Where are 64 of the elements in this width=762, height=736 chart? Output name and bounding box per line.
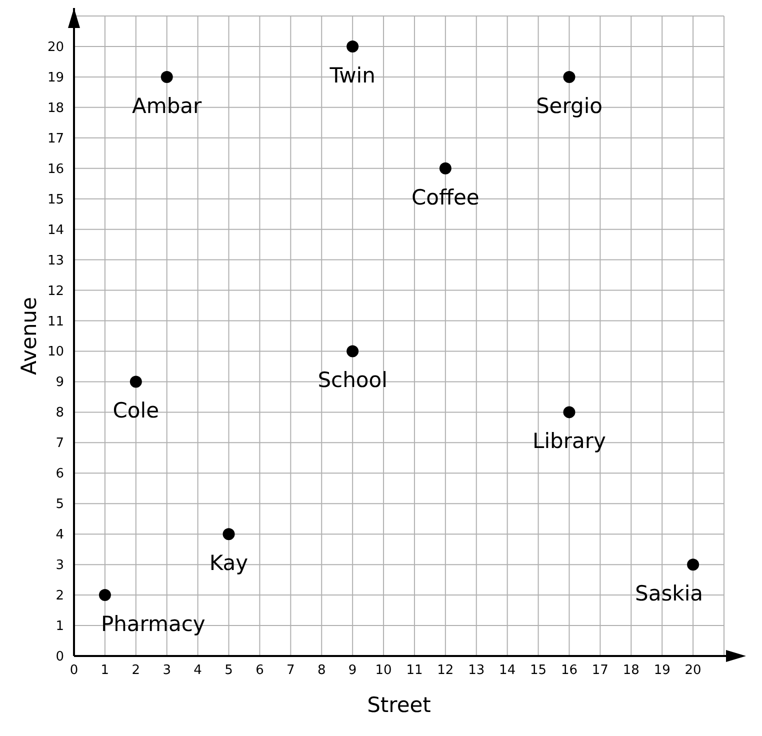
x-tick-label: 4 [194, 663, 202, 678]
y-tick-label: 4 [56, 528, 64, 543]
x-tick-label: 18 [622, 663, 640, 678]
annotation: Library [532, 429, 606, 454]
x-tick-label: 12 [437, 663, 454, 678]
y-tick-label: 10 [47, 344, 64, 360]
y-tick-label: 0 [56, 650, 64, 664]
point [563, 70, 576, 83]
point [346, 345, 359, 358]
point [563, 406, 576, 418]
y-tick-label: 5 [56, 497, 64, 512]
y-tick-label: 14 [47, 222, 64, 238]
y-tick-label: 6 [56, 466, 64, 482]
x-tick-label: 10 [375, 663, 392, 678]
x-tick-label: 0 [70, 663, 78, 678]
y-tick-label: 13 [47, 253, 64, 268]
y-tick-label: 11 [47, 314, 64, 330]
x-tick-label: 16 [560, 663, 578, 678]
annotation: Ambar [132, 94, 202, 118]
x-tick-label: 6 [256, 663, 264, 678]
point [130, 376, 142, 388]
annotation: Saskia [635, 582, 704, 606]
x-tick-label: 9 [348, 663, 357, 678]
point [222, 528, 235, 540]
y-tick-label: 8 [56, 406, 64, 421]
x-tick-label: 1 [100, 663, 110, 678]
point [160, 70, 173, 83]
x-tick-label: 17 [592, 663, 608, 678]
y-tick-label: 16 [47, 162, 64, 177]
annotation: School [318, 368, 388, 392]
point [439, 162, 452, 174]
x-tick-label: 13 [468, 663, 485, 678]
x-tick-label: 3 [162, 663, 171, 678]
y-tick-label: 9 [56, 375, 64, 390]
y-tick-label: 17 [47, 131, 64, 146]
x-tick-label: 19 [654, 663, 670, 678]
point [346, 40, 359, 52]
x-axis-title: Street [367, 693, 431, 717]
point [98, 589, 111, 602]
point [687, 558, 700, 571]
x-tick-label: 2 [132, 663, 140, 678]
x-tick-label: 7 [286, 663, 295, 678]
y-tick-label: 3 [56, 558, 64, 574]
annotation: Coffee [412, 185, 480, 210]
x-tick-label: 11 [406, 663, 423, 678]
y-tick-label: 2 [56, 588, 64, 604]
annotation: Pharmacy [100, 612, 206, 636]
x-tick-label: 5 [224, 663, 233, 678]
y-tick-label: 19 [47, 70, 64, 86]
x-tick-label: 20 [684, 663, 702, 678]
annotation: Kay [209, 551, 248, 576]
y-tick-label: 20 [47, 40, 64, 55]
annotation: Cole [112, 398, 160, 423]
x-tick-label: 15 [530, 663, 547, 678]
x-tick-label: 8 [317, 663, 326, 678]
y-tick-label: 7 [56, 436, 64, 452]
y-axis-title: Avenue [17, 296, 41, 376]
y-tick-label: 15 [47, 192, 64, 208]
annotation: Twin [328, 63, 376, 88]
x-tick-label: 14 [499, 663, 516, 678]
y-tick-label: 18 [47, 100, 64, 116]
y-tick-label: 1 [56, 619, 64, 634]
annotation: Sergio [536, 94, 603, 118]
y-tick-label: 12 [47, 284, 64, 299]
